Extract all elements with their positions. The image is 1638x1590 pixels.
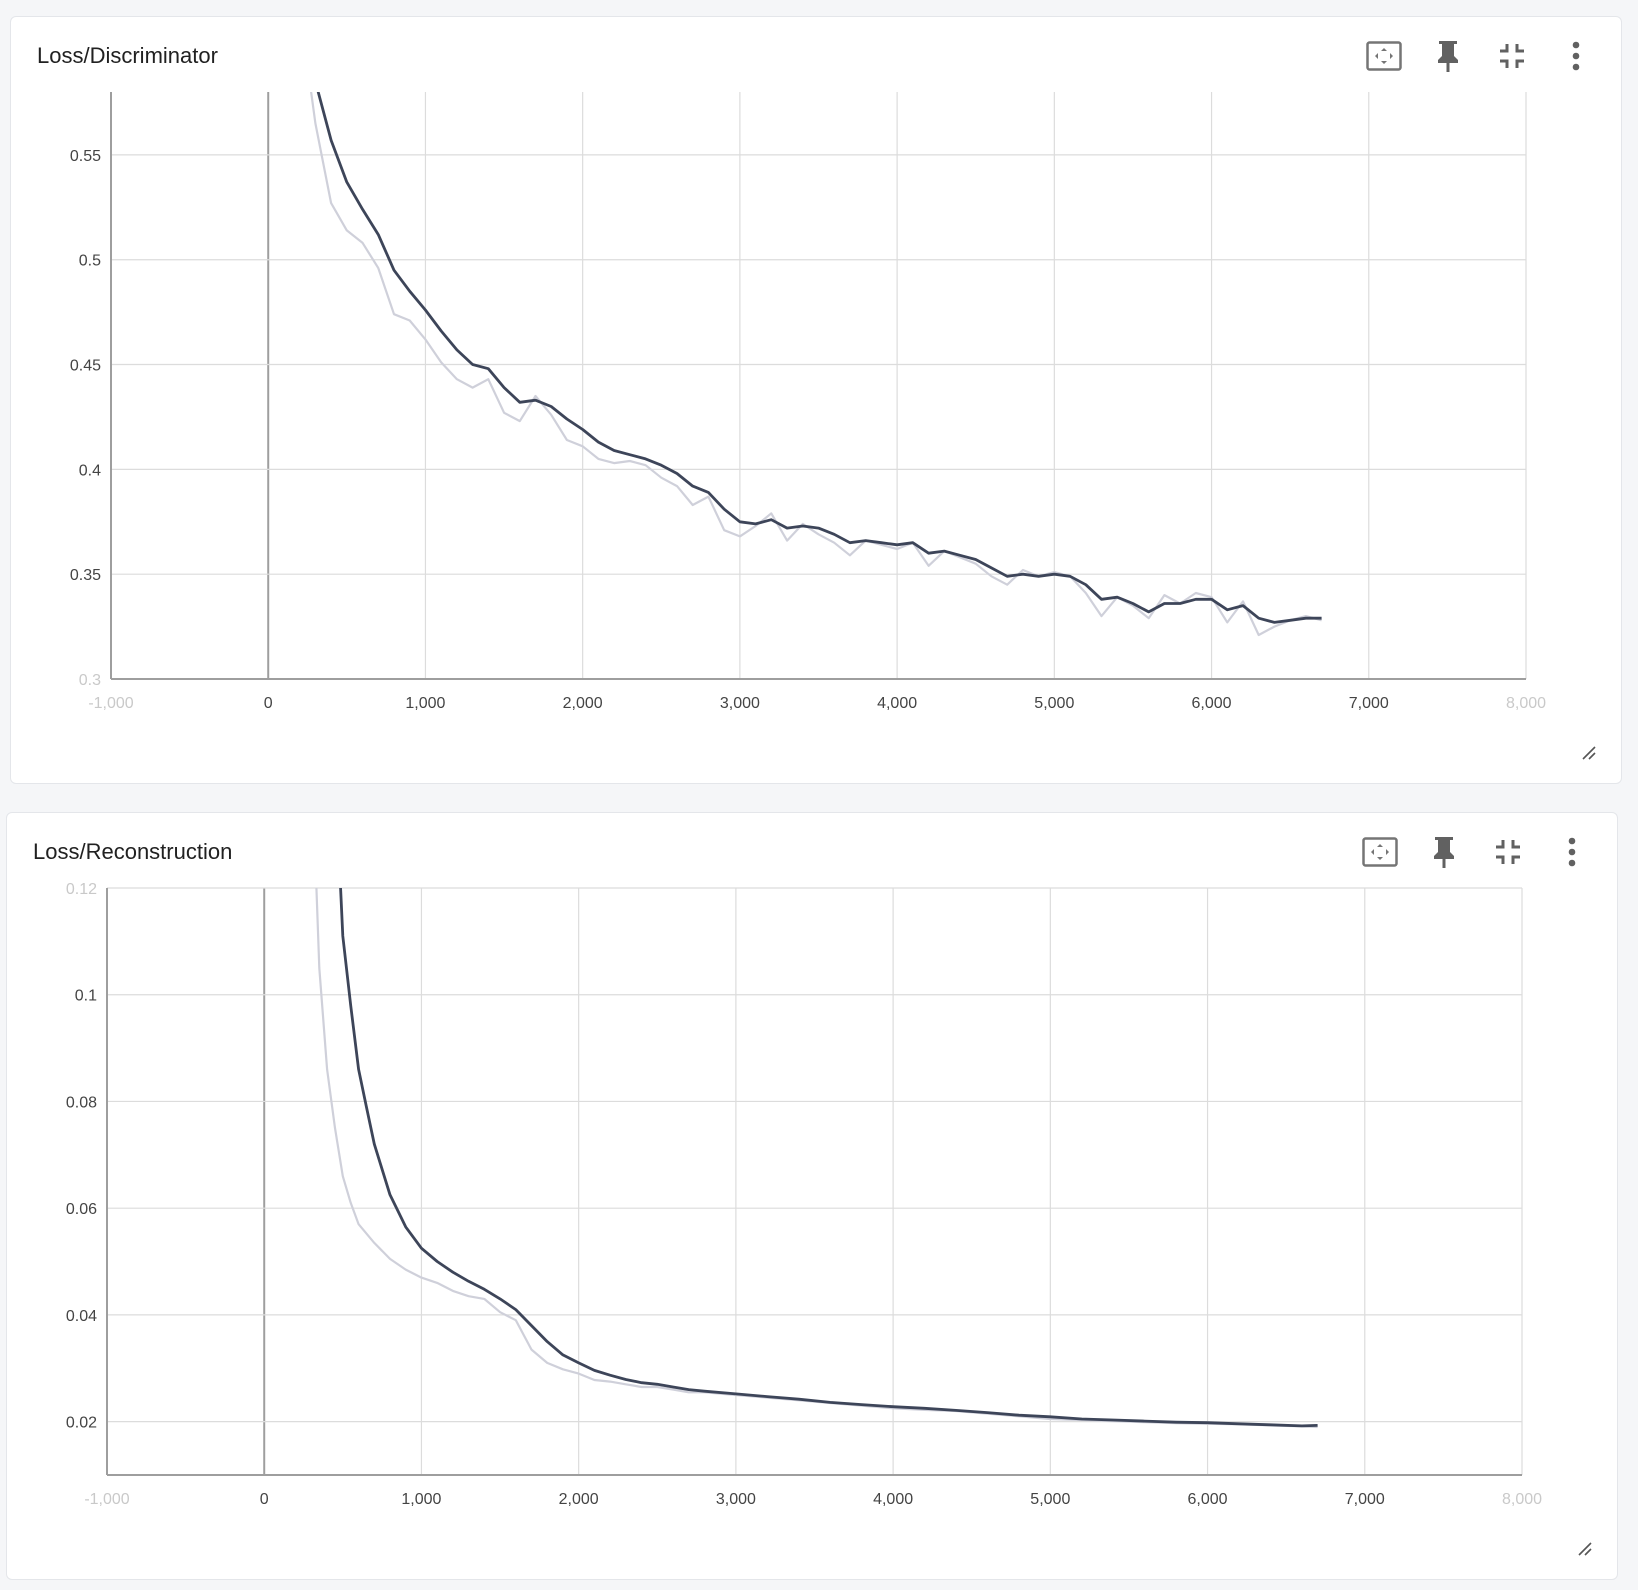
x-tick-label: 4,000	[877, 695, 917, 712]
x-tick-label: 3,000	[720, 695, 760, 712]
series-line-smoothed	[316, 92, 1322, 624]
resize-handle-icon[interactable]	[1581, 745, 1597, 761]
x-tick-label: 6,000	[1188, 1491, 1228, 1508]
pin-button[interactable]	[1425, 833, 1463, 871]
collapse-icon	[1500, 44, 1524, 68]
x-tick-label: 3,000	[716, 1491, 756, 1508]
chart-card-discriminator: Loss/Discriminator -1,000 0 1,000 2,000 3,00…	[10, 16, 1622, 784]
card-title: Loss/Discriminator	[37, 43, 218, 68]
pin-icon	[1434, 837, 1454, 868]
x-tick-label: 1,000	[401, 1491, 441, 1508]
series-line-raw	[315, 888, 1318, 1429]
y-tick-label: 0.35	[70, 567, 101, 584]
chart-reconstruction[interactable]: -1,000 0 1,000 2,000 3,000 4,000 5,000 6,000 7,0…	[7, 813, 1617, 1579]
y-tick-label: 0.12	[66, 881, 97, 898]
x-tick-label: 5,000	[1034, 695, 1074, 712]
card-toolbar	[1361, 833, 1591, 871]
x-tick-label: 2,000	[563, 695, 603, 712]
y-tick-label: 0.02	[66, 1415, 97, 1432]
resize-handle-icon[interactable]	[1577, 1541, 1593, 1557]
y-tick-label: 0.5	[79, 253, 101, 270]
y-tick-label: 0.45	[70, 358, 101, 375]
fit-domain-button[interactable]	[1361, 833, 1399, 871]
x-tick-label: 0	[264, 695, 273, 712]
x-tick-label: 5,000	[1030, 1491, 1070, 1508]
more-options-button[interactable]	[1557, 37, 1595, 75]
collapse-icon	[1496, 840, 1520, 864]
x-tick-label: 6,000	[1192, 695, 1232, 712]
x-tick-label: 1,000	[405, 695, 445, 712]
y-tick-label: 0.08	[66, 1094, 97, 1111]
card-toolbar	[1365, 37, 1595, 75]
x-tick-label: 7,000	[1349, 695, 1389, 712]
collapse-button[interactable]	[1489, 833, 1527, 871]
more-vert-icon	[1572, 41, 1580, 71]
y-tick-label: 0.3	[79, 672, 101, 689]
more-vert-icon	[1568, 837, 1576, 867]
y-tick-label: 0.55	[70, 148, 101, 165]
fit-domain-icon	[1366, 41, 1402, 71]
collapse-button[interactable]	[1493, 37, 1531, 75]
x-tick-label: 8,000	[1502, 1491, 1542, 1508]
x-tick-label: 0	[260, 1491, 269, 1508]
y-tick-label: 0.4	[79, 462, 101, 479]
x-tick-label: 8,000	[1506, 695, 1546, 712]
x-tick-label: -1,000	[88, 695, 133, 712]
y-tick-label: 0.06	[66, 1201, 97, 1218]
more-options-button[interactable]	[1553, 833, 1591, 871]
series-line-smoothed	[339, 888, 1318, 1428]
x-tick-label: 7,000	[1345, 1491, 1385, 1508]
pin-button[interactable]	[1429, 37, 1467, 75]
pin-icon	[1438, 41, 1458, 72]
fit-domain-icon	[1362, 837, 1398, 867]
chart-card-reconstruction: Loss/Reconstruction -1,000 0 1,000 2,000 3,0…	[6, 812, 1618, 1580]
x-tick-label: 4,000	[873, 1491, 913, 1508]
x-tick-label: -1,000	[84, 1491, 129, 1508]
card-title: Loss/Reconstruction	[33, 839, 233, 864]
chart-discriminator[interactable]: -1,000 0 1,000 2,000 3,000 4,000 5,000 6,000 7,0…	[11, 17, 1621, 783]
fit-domain-button[interactable]	[1365, 37, 1403, 75]
y-tick-label: 0.1	[75, 988, 97, 1005]
x-tick-label: 2,000	[559, 1491, 599, 1508]
series-line-raw	[310, 92, 1322, 637]
y-tick-label: 0.04	[66, 1308, 97, 1325]
